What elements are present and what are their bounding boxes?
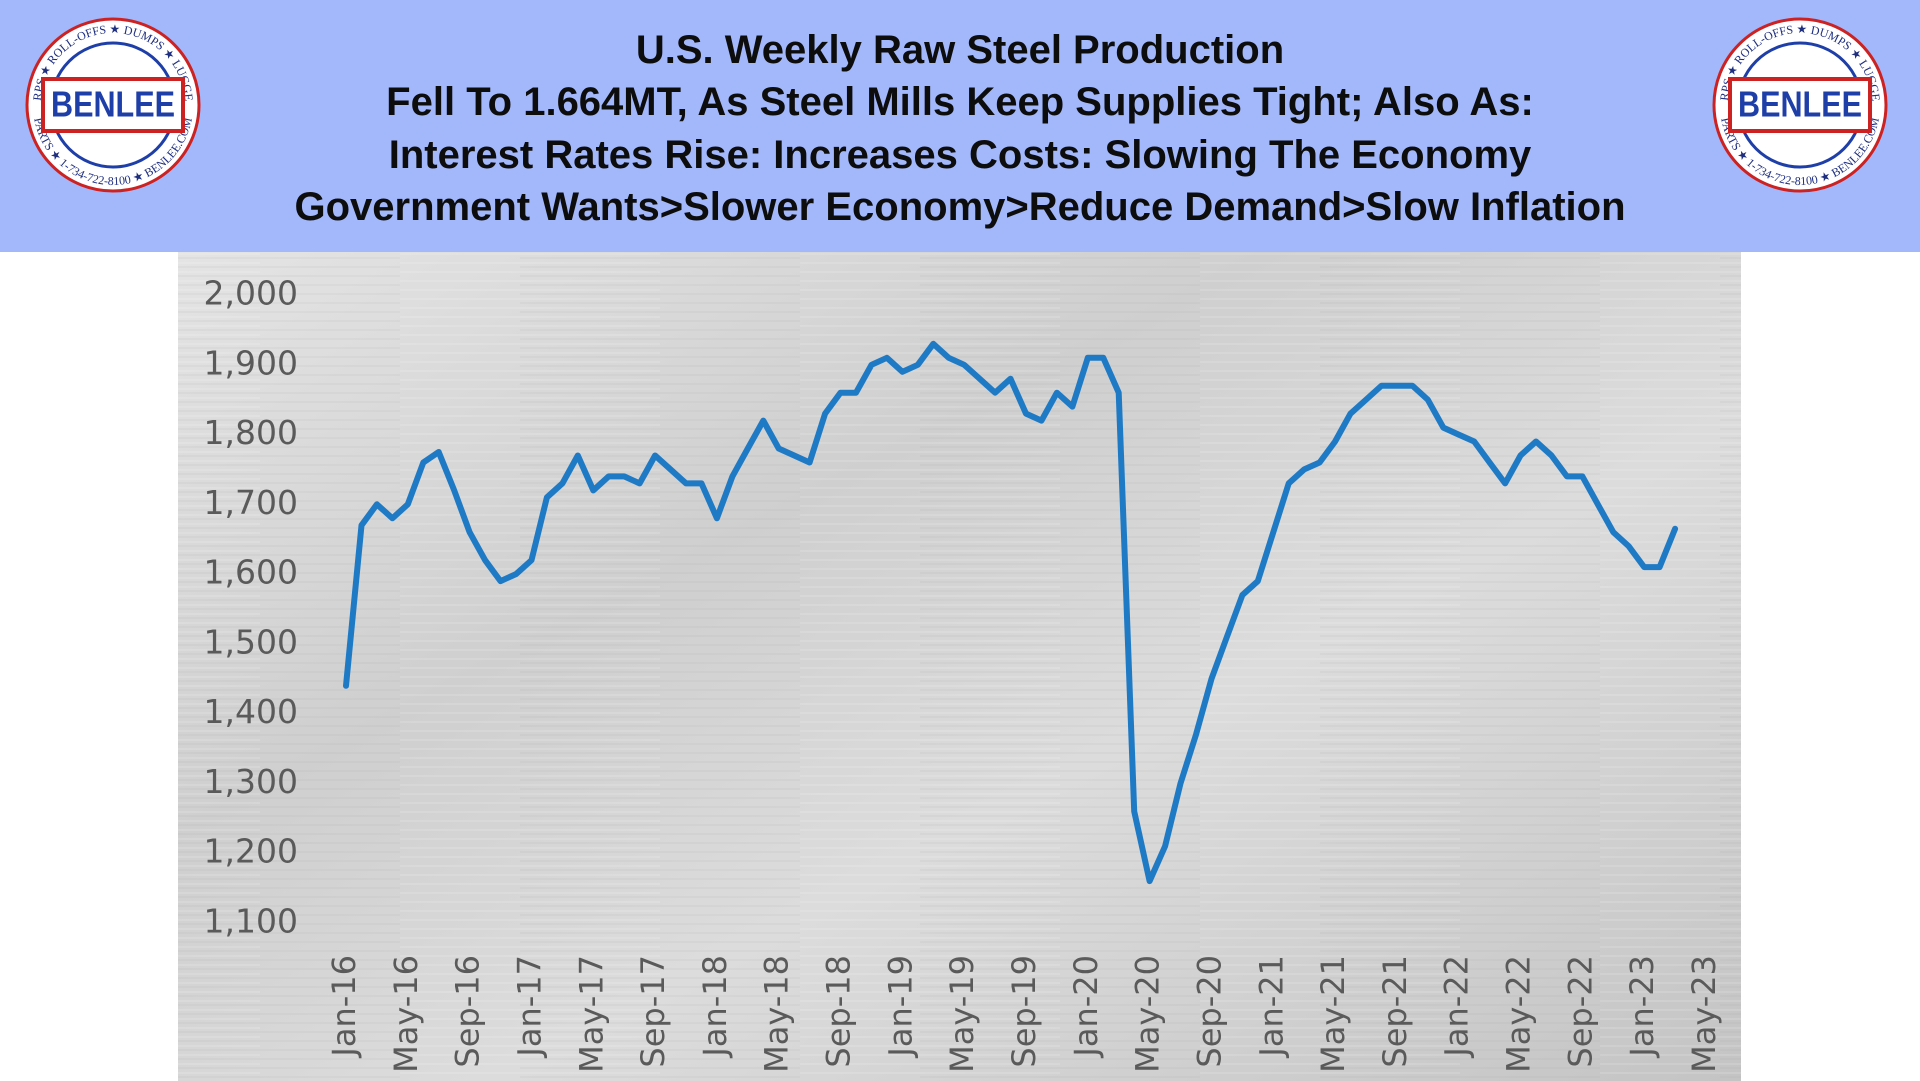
y-tick-label: 1,200: [204, 832, 298, 871]
x-tick-label: Jan-16: [325, 955, 363, 1059]
x-tick-label: May-20: [1129, 955, 1167, 1073]
data-line: [343, 340, 1679, 885]
x-tick-label: Sep-18: [820, 955, 858, 1068]
y-tick-label: 1,900: [204, 343, 298, 382]
x-tick-label: Sep-22: [1561, 955, 1599, 1068]
x-tick-label: Sep-21: [1376, 955, 1414, 1068]
x-tick-label: Sep-20: [1190, 955, 1228, 1068]
y-tick-label: 1,400: [204, 692, 298, 731]
y-tick-label: 1,700: [204, 483, 298, 522]
x-tick-label: May-23: [1685, 955, 1723, 1073]
header-band: [0, 0, 1920, 252]
x-tick-label: Jan-23: [1623, 955, 1661, 1059]
x-tick-label: May-21: [1314, 955, 1352, 1073]
y-tick-label: 1,500: [204, 622, 298, 661]
x-tick-label: Jan-20: [1067, 955, 1105, 1059]
x-tick-label: May-16: [387, 955, 425, 1073]
y-tick-label: 1,300: [204, 762, 298, 801]
x-tick-label: Jan-19: [881, 955, 919, 1059]
x-tick-label: Sep-16: [449, 955, 487, 1068]
title-line: U.S. Weekly Raw Steel Production: [636, 28, 1284, 72]
x-tick-label: Jan-17: [510, 955, 548, 1059]
logo-banner: [41, 77, 185, 133]
x-tick-label: Sep-17: [634, 955, 672, 1068]
y-tick-label: 1,600: [204, 553, 298, 592]
title-line: Interest Rates Rise: Increases Costs: Sl…: [389, 133, 1532, 177]
plot-texture: [178, 252, 1741, 1081]
logo-banner: [1728, 77, 1872, 133]
title-line: Government Wants>Slower Economy>Reduce D…: [294, 185, 1625, 229]
x-tick-label: May-19: [943, 955, 981, 1073]
y-tick-label: 2,000: [204, 274, 298, 313]
y-tick-label: 1,100: [204, 902, 298, 941]
title-line: Fell To 1.664MT, As Steel Mills Keep Sup…: [386, 80, 1534, 124]
x-tick-label: May-18: [758, 955, 796, 1073]
x-tick-label: May-17: [572, 955, 610, 1073]
x-tick-label: Jan-21: [1252, 955, 1290, 1059]
x-tick-label: Jan-18: [696, 955, 734, 1059]
x-tick-label: Sep-19: [1005, 955, 1043, 1068]
y-tick-label: 1,800: [204, 413, 298, 452]
x-tick-label: May-22: [1500, 955, 1538, 1073]
logo-name: BENLEE: [1738, 84, 1862, 125]
logo-name: BENLEE: [51, 84, 175, 125]
x-tick-label: Jan-22: [1438, 955, 1476, 1059]
